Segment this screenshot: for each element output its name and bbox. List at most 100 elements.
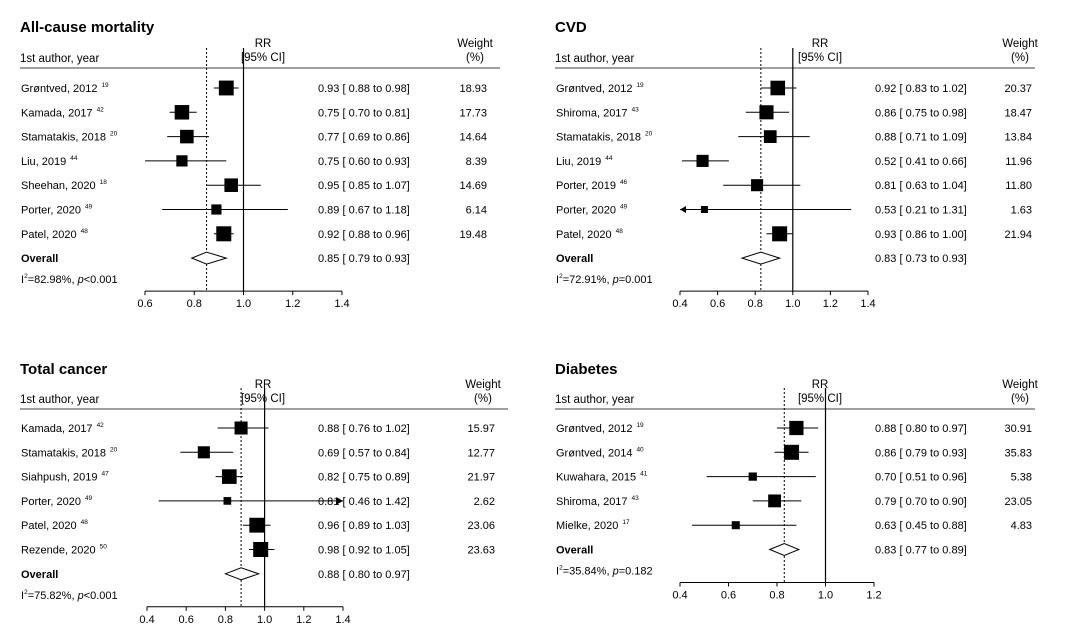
rr-ci-value: 0.79 [ 0.70 to 0.90] <box>875 496 967 508</box>
weight-value: 4.83 <box>1011 520 1032 532</box>
study-reference-number: 20 <box>110 446 118 453</box>
study-author-name: Shiroma, 2017 <box>556 107 628 119</box>
x-tick-label: 1.0 <box>785 298 800 310</box>
rr-ci-value: 0.70 [ 0.51 to 0.96] <box>875 472 967 484</box>
study-author-name: Rezende, 2020 <box>21 545 96 557</box>
x-tick-label: 1.2 <box>823 298 838 310</box>
study-author-name: Sheehan, 2020 <box>21 180 96 192</box>
weight-value: 11.96 <box>1005 156 1032 168</box>
panel-title: All-cause mortality <box>20 19 155 36</box>
study-author-name: Porter, 2020 <box>21 496 81 508</box>
x-tick-label: 0.4 <box>672 298 687 310</box>
weight-unit-header: (%) <box>1011 52 1029 64</box>
p-symbol: p <box>612 274 619 286</box>
p-value: =0.182 <box>619 566 653 578</box>
overall-row: Overall 0.83 [ 0.73 to 0.93] <box>556 251 967 265</box>
pooled-estimate-diamond <box>190 251 228 265</box>
effect-size-square <box>180 129 194 144</box>
study-column-header: 1st author, year <box>20 394 99 406</box>
study-author-name: Kuwahara, 2015 <box>556 472 636 484</box>
weight-value: 1.63 <box>1011 205 1032 217</box>
effect-size-square <box>249 517 265 533</box>
panel-title: Total cancer <box>20 361 107 378</box>
study-reference-number: 49 <box>620 204 628 211</box>
study-author-name: Grøntved, 2012 <box>21 83 97 95</box>
study-author: Porter, 2020 49 <box>21 495 93 508</box>
rr-ci-value: 0.93 [ 0.86 to 1.00] <box>875 229 967 241</box>
rr-header: RR <box>812 379 829 391</box>
study-row: Kamada, 2017 42 0.88 [ 0.76 to 1.02] 15.97 <box>21 421 495 435</box>
study-column-header: 1st author, year <box>20 53 99 65</box>
panel-title: Diabetes <box>555 361 618 378</box>
x-tick-label: 0.8 <box>748 298 763 310</box>
study-author-name: Grøntved, 2012 <box>556 83 632 95</box>
study-reference-number: 42 <box>97 106 105 113</box>
ci-truncation-arrow <box>337 497 343 505</box>
study-author-name: Stamatakis, 2018 <box>556 132 641 144</box>
study-reference-number: 20 <box>110 131 118 138</box>
overall-label: Overall <box>21 253 58 265</box>
overall-row: Overall 0.88 [ 0.80 to 0.97] <box>21 567 410 581</box>
rr-ci-value: 0.75 [ 0.60 to 0.93] <box>318 156 410 168</box>
effect-size-square <box>700 206 708 213</box>
study-author: Mielke, 2020 17 <box>556 519 630 532</box>
x-tick-label: 0.4 <box>672 590 687 602</box>
effect-size-square <box>763 130 777 143</box>
rr-ci-value: 0.92 [ 0.83 to 1.02] <box>875 83 967 95</box>
rr-ci-value: 0.88 [ 0.80 to 0.97] <box>875 423 967 435</box>
weight-value: 18.93 <box>459 83 487 95</box>
effect-size-square <box>234 421 248 435</box>
weight-header: Weight <box>1002 38 1038 50</box>
weight-value: 14.69 <box>459 180 487 192</box>
ci-header: [95% CI] <box>798 393 842 405</box>
effect-size-square <box>751 179 764 192</box>
overall-rr-ci-value: 0.88 [ 0.80 to 0.97] <box>318 569 410 581</box>
p-value: <0.001 <box>84 590 118 602</box>
weight-value: 17.73 <box>459 107 487 119</box>
overall-rr-ci-value: 0.83 [ 0.73 to 0.93] <box>875 253 967 265</box>
ci-header: [95% CI] <box>241 393 285 405</box>
overall-rr-ci-value: 0.85 [ 0.79 to 0.93] <box>318 253 410 265</box>
study-row: Patel, 2020 48 0.96 [ 0.89 to 1.03] 23.06 <box>21 517 495 533</box>
x-tick-label: 1.4 <box>860 298 875 310</box>
study-reference-number: 44 <box>70 155 78 162</box>
study-row: Patel, 2020 48 0.92 [ 0.88 to 0.96] 19.48 <box>21 226 487 242</box>
study-reference-number: 47 <box>101 471 109 478</box>
weight-value: 14.64 <box>459 132 487 144</box>
study-author: Patel, 2020 48 <box>21 519 88 532</box>
study-column-header: 1st author, year <box>555 394 634 406</box>
forest-panel-2: CVD RR [95% CI] Weight (%) 1st author, year Gr… <box>555 19 1039 310</box>
x-tick-label: 1.4 <box>335 614 350 626</box>
heterogeneity-stat: I2=35.84%, p=0.182 <box>556 565 653 578</box>
study-row: Grøntved, 2012 19 0.92 [ 0.83 to 1.02] 20.3… <box>556 80 1032 96</box>
study-author: Sheehan, 2020 18 <box>21 179 107 192</box>
rr-ci-value: 0.86 [ 0.79 to 0.93] <box>875 447 967 459</box>
overall-label: Overall <box>556 545 593 557</box>
study-author-name: Kamada, 2017 <box>21 107 93 119</box>
study-author: Kuwahara, 2015 41 <box>556 471 648 484</box>
x-tick-label: 1.0 <box>818 590 833 602</box>
rr-ci-value: 0.77 [ 0.69 to 0.86] <box>318 132 410 144</box>
study-author-name: Liu, 2019 <box>556 156 601 168</box>
weight-value: 30.91 <box>1004 423 1032 435</box>
effect-size-square <box>224 178 238 192</box>
weight-value: 13.84 <box>1004 132 1032 144</box>
weight-value: 21.97 <box>467 472 495 484</box>
study-reference-number: 50 <box>100 544 108 551</box>
rr-ci-value: 0.95 [ 0.85 to 1.07] <box>318 180 410 192</box>
x-tick-label: 0.8 <box>218 614 233 626</box>
study-author-name: Patel, 2020 <box>21 520 77 532</box>
x-axis: 0.4 0.6 0.8 1.0 1.2 1.4 <box>139 606 351 626</box>
study-author-name: Porter, 2020 <box>556 205 616 217</box>
i-squared-value: 75.82% <box>34 590 72 602</box>
effect-size-square <box>211 204 222 215</box>
study-row: Stamatakis, 2018 20 0.88 [ 0.71 to 1.09] 13… <box>556 130 1032 144</box>
weight-unit-header: (%) <box>474 393 492 405</box>
forest-panel-4: Diabetes RR [95% CI] Weight (%) 1st author, y… <box>555 361 1039 602</box>
study-author: Liu, 2019 44 <box>556 155 613 168</box>
rr-ci-value: 0.88 [ 0.71 to 1.09] <box>875 132 967 144</box>
effect-size-square <box>222 469 237 484</box>
study-row: Siahpush, 2019 47 0.82 [ 0.75 to 0.89] 21.9… <box>21 469 495 484</box>
study-author: Stamatakis, 2018 20 <box>556 131 653 144</box>
study-author: Shiroma, 2017 43 <box>556 495 639 508</box>
